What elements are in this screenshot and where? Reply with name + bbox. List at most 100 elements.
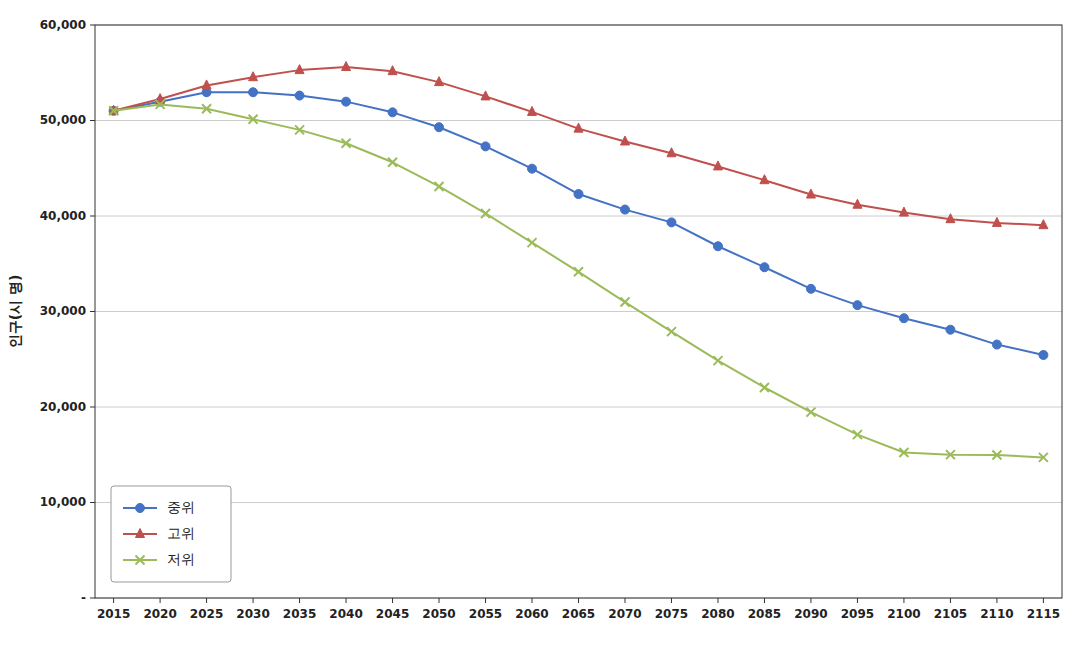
point-marker bbox=[481, 142, 490, 151]
plot-frame bbox=[95, 25, 1062, 598]
y-tick bbox=[90, 502, 95, 503]
x-tick bbox=[857, 598, 858, 603]
x-tick-label: 2045 bbox=[376, 607, 409, 621]
y-tick bbox=[90, 25, 95, 26]
legend: 중위고위저위 bbox=[111, 486, 231, 582]
point-marker bbox=[388, 108, 397, 117]
point-marker bbox=[109, 106, 118, 115]
series-line bbox=[114, 92, 1044, 355]
point-marker bbox=[574, 190, 583, 199]
y-tick-label: 20,000 bbox=[40, 400, 86, 414]
y-tick-label: 30,000 bbox=[40, 304, 86, 318]
point-marker bbox=[946, 450, 955, 459]
x-tick bbox=[578, 598, 579, 603]
x-tick bbox=[253, 598, 254, 603]
point-marker bbox=[946, 214, 955, 223]
y-tick-label: - bbox=[81, 591, 86, 605]
grid bbox=[95, 25, 1062, 598]
x-tick bbox=[206, 598, 207, 603]
series-line bbox=[114, 104, 1044, 457]
x-tick bbox=[810, 598, 811, 603]
x-tick-label: 2025 bbox=[190, 607, 223, 621]
axes: -10,00020,00030,00040,00050,00060,000201… bbox=[40, 18, 1062, 622]
grid-line bbox=[95, 216, 1062, 217]
chart-container: -10,00020,00030,00040,00050,00060,000201… bbox=[0, 0, 1087, 653]
x-tick bbox=[671, 598, 672, 603]
point-marker bbox=[342, 62, 351, 71]
point-marker bbox=[992, 450, 1001, 459]
x-tick-label: 2060 bbox=[515, 607, 548, 621]
series bbox=[109, 62, 1048, 229]
x-tick-label: 2075 bbox=[655, 607, 688, 621]
series-line bbox=[114, 67, 1044, 225]
point-marker bbox=[853, 430, 862, 439]
series bbox=[109, 88, 1048, 360]
point-marker bbox=[760, 263, 769, 272]
point-marker bbox=[202, 80, 211, 89]
grid-line bbox=[95, 502, 1062, 503]
x-tick bbox=[1043, 598, 1044, 603]
point-marker bbox=[481, 209, 490, 218]
point-marker bbox=[249, 72, 258, 81]
y-axis-label: 인구(시 명) bbox=[7, 275, 23, 349]
point-marker bbox=[760, 383, 769, 392]
x-tick-label: 2110 bbox=[980, 607, 1013, 621]
point-marker bbox=[295, 125, 304, 134]
x-tick bbox=[903, 598, 904, 603]
legend-marker bbox=[136, 556, 145, 565]
point-marker bbox=[853, 199, 862, 208]
point-marker bbox=[202, 104, 211, 113]
point-marker bbox=[713, 161, 722, 170]
point-marker bbox=[388, 66, 397, 75]
x-tick bbox=[113, 598, 114, 603]
x-tick-label: 2065 bbox=[562, 607, 595, 621]
x-tick bbox=[950, 598, 951, 603]
x-tick bbox=[160, 598, 161, 603]
point-marker bbox=[528, 164, 537, 173]
point-marker bbox=[528, 238, 537, 247]
y-tick bbox=[90, 216, 95, 217]
point-marker bbox=[992, 217, 1001, 226]
x-tick-label: 2085 bbox=[748, 607, 781, 621]
y-tick-label: 10,000 bbox=[40, 495, 86, 509]
point-marker bbox=[713, 356, 722, 365]
y-tick-label: 40,000 bbox=[40, 209, 86, 223]
x-tick-label: 2030 bbox=[236, 607, 269, 621]
point-marker bbox=[435, 123, 444, 132]
point-marker bbox=[574, 123, 583, 132]
point-marker bbox=[899, 314, 908, 323]
point-marker bbox=[806, 189, 815, 198]
point-marker bbox=[620, 205, 629, 214]
point-marker bbox=[620, 298, 629, 307]
point-marker bbox=[713, 242, 722, 251]
legend-box bbox=[111, 486, 231, 582]
point-marker bbox=[249, 88, 258, 97]
point-marker bbox=[435, 182, 444, 191]
legend-marker bbox=[136, 504, 145, 513]
grid-line bbox=[95, 120, 1062, 121]
x-tick bbox=[346, 598, 347, 603]
x-tick bbox=[392, 598, 393, 603]
x-tick-label: 2090 bbox=[794, 607, 827, 621]
legend-label: 중위 bbox=[167, 499, 195, 515]
point-marker bbox=[853, 301, 862, 310]
x-tick-label: 2020 bbox=[143, 607, 176, 621]
y-tick bbox=[90, 311, 95, 312]
series bbox=[109, 100, 1048, 462]
x-tick bbox=[996, 598, 997, 603]
point-marker bbox=[667, 327, 676, 336]
y-tick-label: 50,000 bbox=[40, 113, 86, 127]
y-tick bbox=[90, 407, 95, 408]
point-marker bbox=[899, 448, 908, 457]
point-marker bbox=[946, 325, 955, 334]
point-marker bbox=[156, 100, 165, 109]
x-tick-label: 2105 bbox=[934, 607, 967, 621]
point-marker bbox=[620, 136, 629, 145]
point-marker bbox=[295, 65, 304, 74]
x-tick-label: 2070 bbox=[608, 607, 641, 621]
point-marker bbox=[435, 77, 444, 86]
point-marker bbox=[1039, 453, 1048, 462]
legend-marker bbox=[136, 529, 145, 538]
x-tick-label: 2115 bbox=[1027, 607, 1060, 621]
y-tick bbox=[90, 598, 95, 599]
